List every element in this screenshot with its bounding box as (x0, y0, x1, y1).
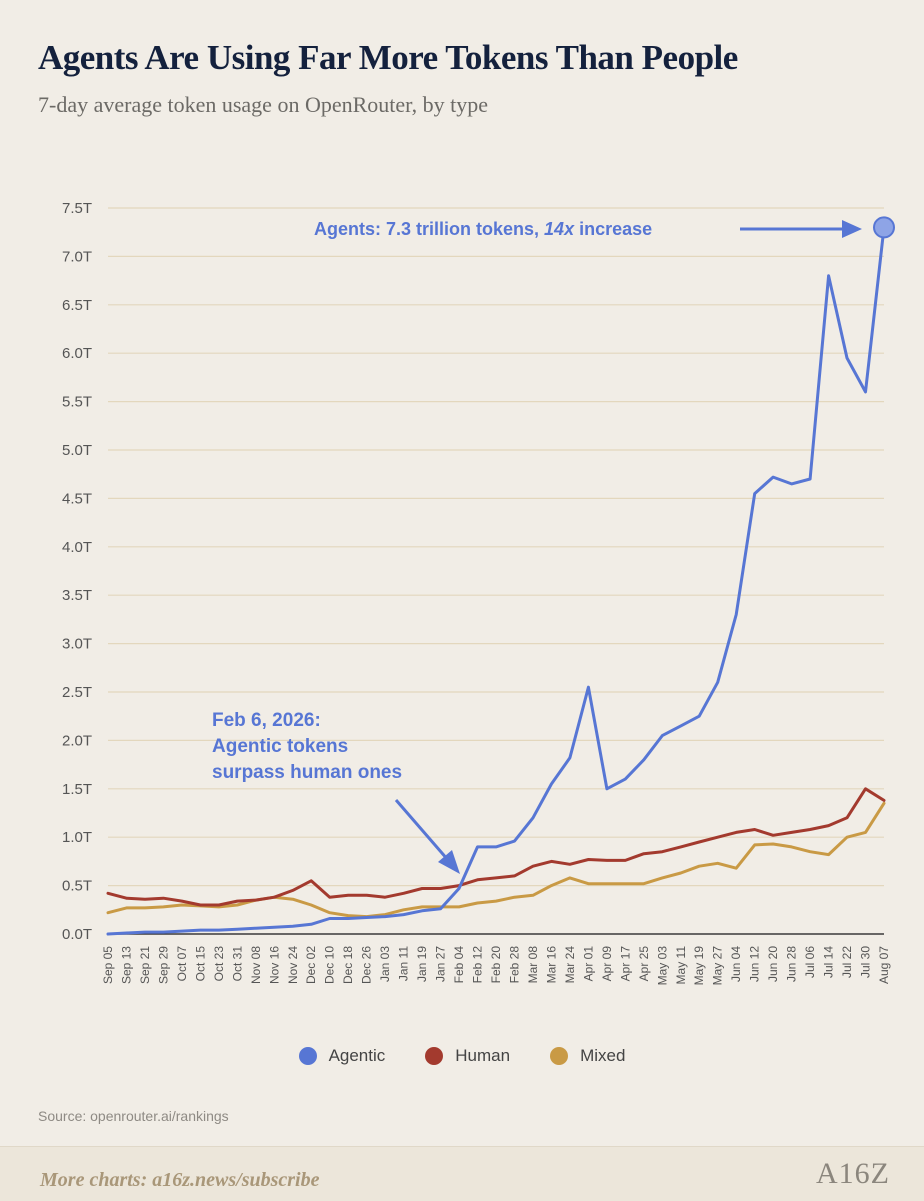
y-axis-ticks: 0.0T 0.5T 1.0T 1.5T 2.0T 2.5T 3.0T 3.5T 4.0T 4.5T… (62, 200, 92, 943)
arrow-to-crossover (394, 799, 450, 861)
x-tick-label: Oct 23 (212, 946, 226, 982)
x-tick-label: Dec 26 (360, 946, 374, 984)
x-tick-label: Apr 17 (618, 946, 632, 982)
x-tick-label: Dec 10 (323, 946, 337, 984)
legend-marker (550, 1047, 569, 1065)
x-tick-label: Aug 07 (877, 946, 891, 984)
y-tick-label: 2.5T (62, 684, 92, 701)
y-tick-label: 4.0T (62, 539, 92, 556)
annotation-agents-total: Agents: 7.3 trillion tokens, 14x increas… (314, 219, 652, 239)
source-note: Source: openrouter.ai/rankings (38, 1108, 229, 1124)
y-tick-label: 4.5T (62, 490, 92, 507)
y-tick-label: 7.0T (62, 248, 92, 265)
chart-legend: Agentic Human Mixed (0, 1046, 924, 1066)
x-tick-label: May 19 (692, 946, 706, 986)
x-tick-label: Sep 21 (138, 946, 152, 984)
legend-item-mixed: Mixed (550, 1046, 625, 1066)
x-tick-label: Jan 19 (415, 946, 429, 982)
x-tick-label: Jul 14 (822, 946, 836, 978)
y-tick-label: 0.5T (62, 878, 92, 895)
x-tick-label: Nov 24 (286, 946, 300, 984)
x-tick-label: Feb 04 (452, 946, 466, 984)
x-tick-label: Jun 04 (729, 946, 743, 982)
x-tick-label: Jul 06 (803, 946, 817, 978)
x-tick-label: Dec 02 (304, 946, 318, 984)
annotations: Agents: 7.3 trillion tokens, 14x increas… (212, 219, 862, 874)
chart-title: Agents Are Using Far More Tokens Than Pe… (38, 38, 738, 77)
x-tick-label: May 11 (674, 946, 688, 985)
x-tick-label: Jul 22 (840, 946, 854, 978)
x-tick-label: Sep 05 (101, 946, 115, 984)
y-tick-label: 6.5T (62, 297, 92, 314)
y-tick-label: 5.5T (62, 394, 92, 411)
legend-marker (298, 1047, 317, 1065)
y-tick-label: 7.5T (62, 200, 92, 217)
x-tick-label: Apr 25 (637, 946, 651, 982)
x-tick-label: Sep 29 (156, 946, 170, 984)
x-tick-label: Feb 28 (507, 946, 521, 984)
x-tick-label: Oct 31 (230, 946, 244, 982)
x-tick-label: Mar 16 (544, 946, 558, 984)
y-tick-label: 2.0T (62, 732, 92, 749)
annotation-crossover: Feb 6, 2026: Agentic tokens surpass huma… (212, 710, 402, 783)
y-tick-label: 5.0T (62, 442, 92, 459)
x-tick-label: Feb 12 (471, 946, 485, 984)
x-tick-label: Jan 27 (434, 946, 448, 982)
footer-bar: More charts: a16z.news/subscribe A16Z (0, 1146, 924, 1201)
x-tick-label: Oct 15 (193, 946, 207, 982)
x-tick-label: Jun 28 (785, 946, 799, 982)
legend-marker (425, 1047, 444, 1065)
x-tick-label: Dec 18 (341, 946, 355, 984)
x-tick-label: Jun 20 (766, 946, 780, 982)
x-tick-label: Jul 30 (859, 946, 873, 978)
x-tick-label: Nov 16 (267, 946, 281, 984)
y-tick-label: 1.0T (62, 829, 92, 846)
y-tick-label: 3.5T (62, 587, 92, 604)
y-tick-label: 3.0T (62, 636, 92, 653)
arrowhead-icon (842, 220, 862, 238)
legend-label: Human (455, 1046, 511, 1065)
y-tick-label: 0.0T (62, 926, 92, 943)
y-tick-label: 6.0T (62, 345, 92, 362)
x-tick-label: Apr 09 (600, 946, 614, 982)
x-tick-label: Feb 20 (489, 946, 503, 984)
series-line-human (106, 787, 886, 907)
x-axis-ticks: Sep 05 Sep 13 Sep 21 Sep 29 Oct 07 Oct 15 Oct … (101, 946, 891, 986)
chart-subtitle: 7-day average token usage on OpenRouter,… (38, 92, 488, 117)
x-tick-label: Mar 08 (526, 946, 540, 984)
x-tick-label: Mar 24 (563, 946, 577, 984)
series-line-mixed (106, 801, 886, 919)
series-lines (106, 216, 895, 936)
x-tick-label: May 27 (711, 946, 725, 986)
series-line-agentic (106, 225, 886, 936)
y-tick-label: 1.5T (62, 781, 92, 798)
x-tick-label: Sep 13 (119, 946, 133, 984)
x-tick-label: Jun 12 (748, 946, 762, 982)
line-chart: 0.0T 0.5T 1.0T 1.5T 2.0T 2.5T 3.0T 3.5T 4.0T 4.5T… (62, 200, 895, 986)
x-tick-label: Apr 01 (581, 946, 595, 982)
x-tick-label: Nov 08 (249, 946, 263, 984)
agentic-endpoint-marker (873, 216, 895, 239)
x-tick-label: May 03 (655, 946, 669, 986)
x-tick-label: Jan 03 (378, 946, 392, 982)
x-tick-label: Jan 11 (397, 946, 411, 981)
legend-item-agentic: Agentic (298, 1046, 386, 1066)
gridlines (108, 207, 884, 935)
x-tick-label: Oct 07 (175, 946, 189, 982)
footer-subscribe-link[interactable]: More charts: a16z.news/subscribe (40, 1169, 320, 1191)
arrowhead-icon (438, 850, 460, 874)
a16z-logo: A16Z (816, 1157, 890, 1190)
legend-label: Agentic (328, 1046, 386, 1065)
legend-label: Mixed (580, 1046, 626, 1065)
legend-item-human: Human (425, 1046, 510, 1066)
